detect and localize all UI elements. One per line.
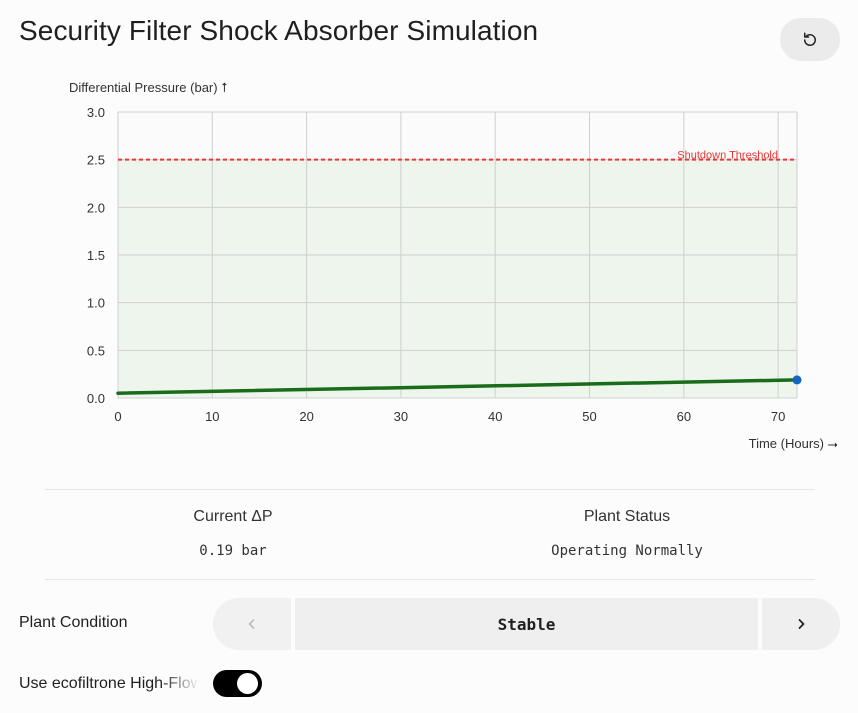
label-fade (160, 672, 200, 696)
high-flow-toggle-label: Use ecofiltrone High-Flow (19, 675, 197, 692)
x-tick-label: 0 (114, 409, 121, 424)
threshold-label: Shutdown Threshold (677, 150, 778, 162)
condition-next-button[interactable] (762, 598, 840, 650)
plant-status-label: Plant Status (583, 508, 671, 525)
plant-condition-label: Plant Condition (19, 614, 128, 631)
y-tick-label: 2.0 (87, 200, 105, 215)
x-tick-label: 70 (771, 409, 785, 424)
pressure-chart: 0 10 20 30 40 50 60 70 0.0 0.5 1.0 1.5 2.0 2.5 3.0 Diff… (69, 80, 838, 451)
chevron-right-icon (798, 619, 805, 629)
y-tick-label: 1.5 (87, 248, 105, 263)
condition-prev-button[interactable] (213, 598, 291, 650)
high-flow-toggle[interactable] (213, 670, 262, 697)
y-tick-label: 1.0 (87, 296, 105, 311)
plant-status-value: Operating Normally (551, 543, 703, 559)
x-tick-label: 50 (582, 409, 596, 424)
series-line (116, 378, 799, 395)
y-tick-label: 2.5 (87, 153, 105, 168)
x-tick-label: 20 (299, 409, 313, 424)
chevron-left-icon (248, 619, 255, 629)
x-tick-label: 30 (394, 409, 408, 424)
plant-condition-value: Stable (295, 598, 758, 650)
reset-icon (804, 32, 816, 46)
x-tick-label: 40 (488, 409, 502, 424)
x-tick-label: 60 (677, 409, 691, 424)
current-point (792, 375, 802, 385)
current-dp-label: Current ΔP (193, 508, 273, 525)
current-dp-value: 0.19 bar (199, 543, 267, 559)
y-tick-label: 0.5 (87, 343, 105, 358)
x-tick-label: 10 (205, 409, 219, 424)
divider-top (45, 489, 815, 490)
divider-bottom (45, 579, 815, 580)
reset-button[interactable] (780, 18, 840, 61)
toggle-knob (237, 673, 258, 694)
page-title: Security Filter Shock Absorber Simulatio… (19, 15, 539, 46)
y-tick-label: 3.0 (87, 105, 105, 120)
safe-zone (118, 159, 797, 398)
x-axis-title: Time (Hours) ⭢ (749, 436, 838, 451)
y-axis-title: Differential Pressure (bar) ⭡ (69, 80, 227, 95)
y-tick-label: 0.0 (87, 391, 105, 406)
